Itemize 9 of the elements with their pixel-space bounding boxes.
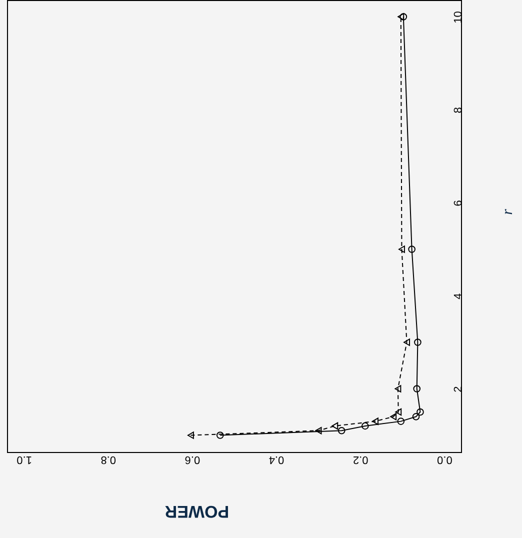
x-tick-label: 1.0 bbox=[16, 454, 32, 466]
x-tick-label: 0.8 bbox=[100, 454, 116, 466]
x-tick-label: 0.6 bbox=[184, 454, 200, 466]
x-axis-title: POWER bbox=[164, 502, 230, 521]
y-tick-label: 4 bbox=[452, 293, 464, 300]
y-axis-title: r bbox=[500, 208, 516, 215]
x-tick-label: 0.0 bbox=[437, 454, 452, 466]
x-tick-label: 0.2 bbox=[352, 454, 368, 466]
x-tick-label: 0.4 bbox=[268, 454, 284, 466]
